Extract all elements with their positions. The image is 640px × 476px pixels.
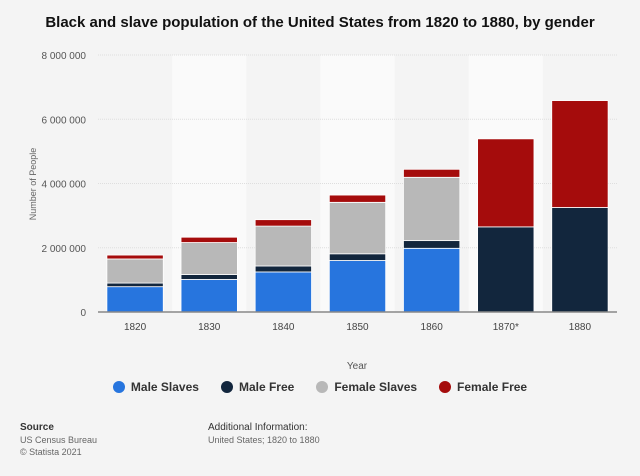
bar-segment — [254, 265, 312, 273]
bar-segment — [328, 260, 387, 313]
bar-segment — [403, 247, 461, 313]
x-tick-label: 1840 — [272, 322, 295, 333]
source-block: Source US Census Bureau © Statista 2021 — [20, 421, 97, 458]
legend-item[interactable]: Female Slaves — [316, 380, 417, 394]
bar-segment — [254, 225, 312, 267]
bar-segment — [106, 286, 164, 313]
bar-segment — [477, 226, 535, 313]
y-axis-label: Number of People — [28, 148, 38, 221]
y-tick-label: 6 000 000 — [42, 115, 87, 126]
legend-label: Female Slaves — [334, 380, 418, 394]
x-tick-label: 1830 — [198, 322, 221, 333]
bar-segment — [551, 100, 609, 208]
y-tick-label: 2 000 000 — [42, 244, 87, 255]
legend-swatch — [316, 381, 329, 393]
legend-swatch — [112, 381, 125, 393]
bar-segment — [477, 138, 535, 228]
copyright-text: © Statista 2021 — [20, 447, 82, 457]
bar-segment — [180, 274, 238, 280]
x-axis-label: Year — [347, 361, 368, 372]
source-label: Source — [20, 422, 54, 433]
bar-segment — [180, 236, 238, 243]
bar-segment — [106, 258, 164, 284]
bar-segment — [106, 254, 164, 260]
y-tick-label: 8 000 000 — [42, 51, 87, 62]
bar-segment — [180, 242, 238, 275]
x-tick-label: 1860 — [421, 322, 444, 333]
bar-segment — [551, 207, 609, 313]
legend-item[interactable]: Female Free — [439, 380, 527, 394]
x-tick-label: 1850 — [346, 322, 369, 333]
legend-swatch — [439, 381, 452, 393]
legend-label: Female Free — [457, 380, 528, 394]
bar-segment — [106, 282, 164, 288]
info-label: Additional Information: — [208, 422, 308, 433]
chart-title: Black and slave population of the United… — [45, 14, 595, 31]
x-tick-label: 1820 — [124, 322, 147, 333]
bar-segment — [254, 219, 312, 227]
info-text: United States; 1820 to 1880 — [208, 435, 320, 445]
bar-segment — [403, 168, 461, 178]
legend-label: Male Free — [238, 380, 295, 394]
y-tick-label: 0 — [80, 308, 86, 319]
bar-segment — [254, 271, 312, 313]
source-text[interactable]: US Census Bureau — [20, 435, 98, 445]
legend-item[interactable]: Male Slaves — [112, 380, 199, 394]
bar-segment — [403, 176, 461, 242]
legend-item[interactable]: Male Free — [220, 380, 295, 394]
legend-label: Male Slaves — [130, 380, 199, 394]
bar-segment — [328, 201, 387, 255]
x-tick-label: 1880 — [569, 322, 592, 333]
legend: Male Slaves Male Free Female Slaves Female … — [0, 380, 640, 394]
bar-segment — [403, 240, 461, 249]
y-tick-label: 4 000 000 — [42, 180, 87, 191]
bar-segment — [180, 279, 238, 313]
info-block: Additional Information: United States; 1… — [208, 421, 320, 446]
bar-segment — [328, 194, 387, 203]
x-tick-label: 1870* — [493, 322, 519, 333]
bar-segment — [328, 253, 387, 261]
legend-swatch — [220, 381, 233, 393]
